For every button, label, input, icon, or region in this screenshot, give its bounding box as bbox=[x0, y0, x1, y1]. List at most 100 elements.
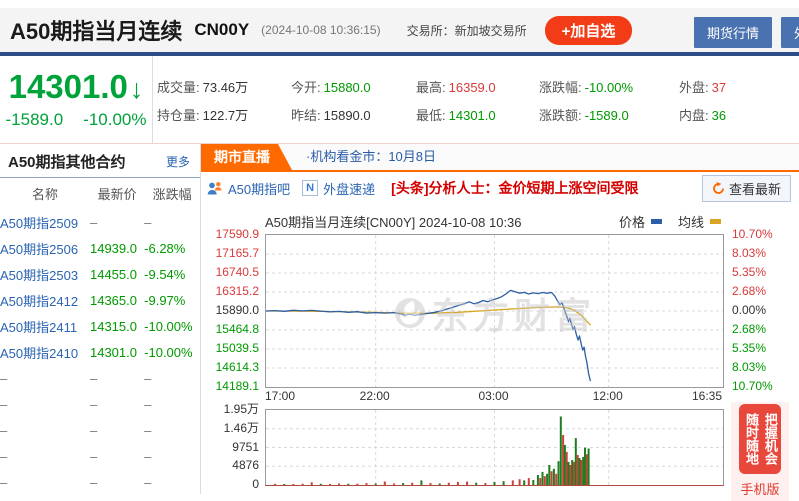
sidebar-divider bbox=[0, 177, 200, 178]
legend-label: 均线 bbox=[677, 215, 704, 230]
legend-label: 价格 bbox=[618, 215, 645, 230]
overseas-express-link[interactable]: 外盘速递 bbox=[323, 181, 376, 197]
axis-label: 17165.7 bbox=[215, 246, 259, 260]
axis-label: 5.35% bbox=[732, 265, 767, 279]
volume-plot[interactable] bbox=[265, 409, 724, 486]
price-change: -1589.0 -10.00% bbox=[6, 110, 147, 130]
axis-label: 16315.2 bbox=[215, 284, 259, 298]
quote-stat: 外盘: 37 bbox=[679, 77, 799, 96]
contract-change-pct: – bbox=[144, 448, 152, 464]
legend-swatch bbox=[650, 219, 662, 224]
add-watchlist-button[interactable]: +加自选 bbox=[544, 15, 633, 45]
contract-change-pct: – bbox=[144, 422, 152, 438]
stat-label: 涨跌额: bbox=[539, 108, 582, 124]
contract-price: – bbox=[89, 370, 98, 386]
last-price: 14301.0↓ bbox=[9, 69, 144, 107]
contract-name[interactable]: A50期指2503 bbox=[0, 267, 79, 283]
contract-price: 14455.0 bbox=[89, 266, 137, 282]
contract-name[interactable]: A50期指2411 bbox=[0, 319, 78, 335]
stat-label: 最低: bbox=[416, 108, 446, 124]
quote-bar: 14301.0↓ -1589.0 -10.00% 成交量: 73.46万 持仓量: 12… bbox=[0, 56, 799, 144]
tab-institution-link[interactable]: ·机构看金市：10月8日 bbox=[306, 149, 437, 164]
axis-label: 0.00% bbox=[732, 303, 767, 317]
contract-change-pct: -9.54% bbox=[144, 266, 186, 282]
x-axis-label: 16:35 bbox=[691, 389, 722, 403]
contract-price: 14301.0 bbox=[89, 344, 137, 360]
chart-x-axis: 17:00 22:00 03:00 12:00 16:35 bbox=[265, 389, 722, 403]
contract-change-pct: – bbox=[144, 396, 152, 412]
contract-name[interactable]: A50期指2412 bbox=[0, 293, 79, 309]
sidebar-other-contracts: A50期指其他合约 更多 名称 最新价 涨跌幅 A50期指2509– – A50期指25… bbox=[0, 144, 201, 494]
contract-name: – bbox=[0, 448, 8, 464]
quote-stat: 今开: 15880.0 bbox=[291, 77, 416, 96]
change-percent: -10.00% bbox=[83, 110, 147, 129]
quote-stat: 最高: 16359.0 bbox=[416, 77, 539, 96]
stat-label: 昨结: bbox=[291, 108, 321, 124]
contract-change-pct: – bbox=[144, 370, 152, 386]
view-latest-button[interactable]: 查看最新 bbox=[701, 174, 791, 202]
sidebar-header: A50期指其他合约 更多 bbox=[0, 144, 200, 177]
x-axis-label: 17:00 bbox=[265, 389, 296, 403]
chart-title: A50期指当月连续[CN00Y] 2024-10-08 10:36 bbox=[265, 215, 522, 230]
stat-value: -1589.0 bbox=[584, 108, 629, 124]
contract-row: – – – bbox=[0, 417, 200, 443]
axis-label: 5.35% bbox=[732, 341, 767, 355]
volume-chart-svg bbox=[266, 410, 723, 485]
promo-line-2: 随时随地 bbox=[744, 413, 759, 465]
x-axis-label: 12:00 bbox=[592, 389, 623, 403]
header-nav-button-1[interactable]: 外汇行情 bbox=[781, 17, 799, 48]
contract-row: – – – bbox=[0, 391, 200, 417]
down-arrow-icon: ↓ bbox=[129, 74, 144, 104]
contract-price: – bbox=[89, 396, 98, 412]
contract-name[interactable]: A50期指2509 bbox=[0, 215, 79, 231]
more-link[interactable]: 更多 bbox=[165, 155, 190, 169]
stat-value: 16359.0 bbox=[448, 79, 496, 95]
top-strip bbox=[0, 0, 799, 8]
news-n-icon: N bbox=[302, 180, 319, 196]
contract-price: 14315.0 bbox=[89, 318, 137, 334]
stat-label: 最高: bbox=[416, 79, 446, 95]
contract-change-pct: -9.97% bbox=[144, 292, 186, 308]
contract-row: A50期指2412 14365.0 -9.97% bbox=[0, 287, 200, 313]
forum-link[interactable]: A50期指吧 bbox=[228, 181, 291, 197]
contract-row: – – – bbox=[0, 469, 200, 495]
stat-value: -10.00% bbox=[584, 79, 634, 95]
axis-label: 15039.5 bbox=[215, 341, 259, 355]
price-plot[interactable]: 东方财富 bbox=[265, 234, 724, 388]
axis-label: 0 bbox=[252, 477, 259, 491]
chart-left-axis: 17590.9 17165.7 16740.5 16315.2 15890.0 15464… bbox=[201, 227, 261, 393]
axis-label: 10.70% bbox=[732, 227, 773, 241]
main-row: A50期指其他合约 更多 名称 最新价 涨跌幅 A50期指2509– – A50期指25… bbox=[0, 144, 799, 501]
chart-legend: 价格 均线 bbox=[619, 212, 731, 231]
sidebar-title: A50期指其他合约 bbox=[8, 154, 126, 171]
x-axis-label: 03:00 bbox=[478, 389, 509, 403]
people-icon bbox=[207, 182, 222, 195]
stat-value: 14301.0 bbox=[448, 108, 496, 124]
mobile-promo-banner[interactable]: 把握机会随时随地 手机版 bbox=[731, 402, 789, 501]
contract-row: A50期指2410 14301.0 -10.00% bbox=[0, 339, 200, 365]
axis-label: 17590.9 bbox=[215, 227, 259, 241]
promo-red-box: 把握机会随时随地 bbox=[739, 404, 781, 474]
change-amount: -1589.0 bbox=[5, 110, 64, 129]
contract-name[interactable]: A50期指2410 bbox=[0, 345, 79, 361]
quote-timestamp: (2024-10-08 10:36:15) bbox=[261, 23, 381, 37]
contract-name: – bbox=[0, 422, 8, 438]
legend-swatch bbox=[710, 219, 721, 224]
contract-price: – bbox=[89, 422, 98, 438]
axis-label: 14189.1 bbox=[215, 379, 259, 393]
chart-area: A50期指当月连续[CN00Y] 2024-10-08 10:36 价格 均线 1… bbox=[201, 204, 799, 501]
header-nav-button-0[interactable]: 期货行情 bbox=[694, 17, 773, 48]
axis-label: 9751 bbox=[232, 439, 259, 454]
axis-label: 2.68% bbox=[732, 284, 767, 298]
tab-market-live[interactable]: 期市直播 bbox=[201, 144, 292, 170]
contract-name[interactable]: A50期指2506 bbox=[0, 241, 79, 257]
view-latest-label: 查看最新 bbox=[728, 181, 781, 197]
stat-label: 涨跌幅: bbox=[539, 79, 582, 95]
contract-row: – – – bbox=[0, 443, 200, 469]
quote-stats: 成交量: 73.46万 持仓量: 122.7万 今开: 15880.0 昨结: 15890.0… bbox=[153, 56, 799, 143]
contract-change-pct: -10.00% bbox=[144, 344, 193, 360]
news-headline[interactable]: [头条]分析人士：金价短期上涨空间受限 bbox=[391, 180, 639, 196]
contract-change-pct: -10.00% bbox=[144, 318, 193, 334]
stat-label: 成交量: bbox=[157, 79, 200, 95]
stat-value: 122.7万 bbox=[202, 108, 249, 124]
